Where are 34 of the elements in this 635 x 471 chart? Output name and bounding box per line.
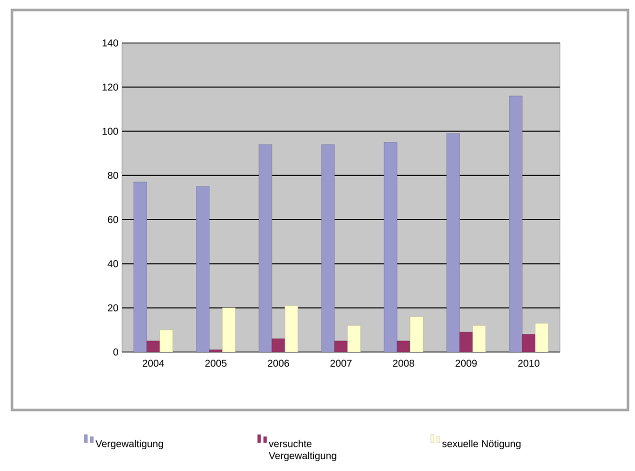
bar xyxy=(509,96,522,352)
x-tick-label: 2009 xyxy=(456,360,477,367)
x-tick-label: 2008 xyxy=(392,360,414,367)
x-tick-label: 2004 xyxy=(142,360,164,367)
y-tick-label: 100 xyxy=(102,128,118,135)
bar xyxy=(347,325,361,352)
bar xyxy=(284,305,298,352)
y-tick-label: 60 xyxy=(108,216,118,224)
bar xyxy=(446,133,460,352)
bar xyxy=(258,144,272,352)
bar xyxy=(522,334,536,352)
bar xyxy=(160,330,173,352)
y-tick-label: 20 xyxy=(108,304,118,312)
legend-label: sexuelle Nötigung xyxy=(442,440,521,450)
y-tick-label: 0 xyxy=(113,348,118,356)
x-tick-label: 2005 xyxy=(205,360,227,367)
y-tick-label: 40 xyxy=(108,260,118,268)
y-tick-label: 140 xyxy=(102,39,118,47)
bar xyxy=(472,325,486,352)
bar xyxy=(535,323,548,352)
bar xyxy=(321,144,335,352)
bar xyxy=(460,332,473,352)
bar xyxy=(410,316,424,352)
x-tick-label: 2010 xyxy=(518,360,540,367)
legend-label: versuchte Vergewaltigung xyxy=(268,440,336,462)
y-tick-label: 120 xyxy=(102,84,118,91)
bar xyxy=(134,182,147,352)
x-tick-label: 2006 xyxy=(268,360,290,367)
bar xyxy=(196,186,210,352)
x-tick-label: 2007 xyxy=(330,360,352,367)
bar xyxy=(222,308,236,352)
bar xyxy=(384,142,398,352)
legend-label: Vergewaltigung xyxy=(96,440,163,450)
y-tick-label: 80 xyxy=(108,172,118,179)
